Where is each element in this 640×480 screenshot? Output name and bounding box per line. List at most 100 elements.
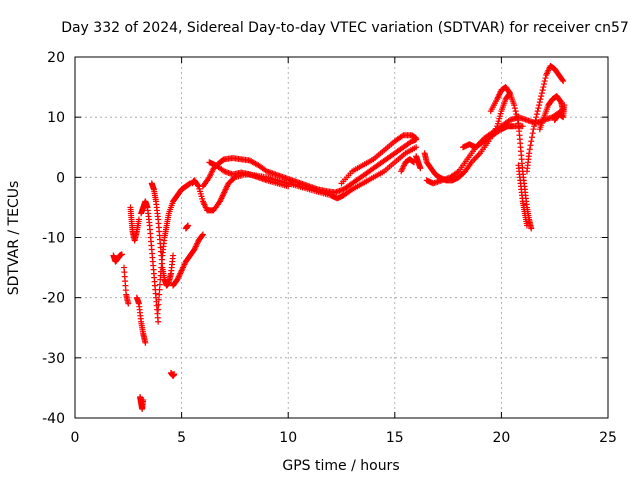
data-point [199, 231, 206, 238]
data-point [531, 120, 538, 127]
data-point [532, 117, 539, 124]
data-point [540, 84, 547, 91]
data-point [523, 222, 530, 229]
data-point [413, 144, 420, 151]
y-tick-label: 0 [56, 170, 65, 186]
series-arc-k [182, 222, 191, 232]
data-point [140, 396, 147, 403]
data-point [506, 89, 513, 96]
data-point [561, 102, 568, 109]
data-point [155, 296, 162, 303]
data-point [528, 134, 535, 141]
data-point [142, 339, 149, 346]
series-arc-v [515, 162, 530, 229]
data-point [514, 117, 521, 124]
x-tick-label: 0 [71, 430, 80, 446]
data-point [155, 318, 162, 325]
data-point [530, 126, 537, 133]
data-point [541, 78, 548, 85]
data-point [533, 114, 540, 121]
data-points [110, 63, 568, 412]
data-point [529, 130, 536, 137]
series-arc-e [137, 393, 147, 412]
data-point [156, 286, 163, 293]
series-arc-o [338, 132, 420, 187]
data-point [526, 150, 533, 157]
series-arc-y [551, 102, 568, 124]
y-tick-label: -10 [42, 231, 65, 247]
data-point [511, 102, 518, 109]
y-axis-label: SDTVAR / TECUs [6, 181, 22, 296]
series-arc-j [170, 231, 206, 289]
data-point [542, 75, 549, 82]
data-point [541, 81, 548, 88]
data-point [171, 371, 178, 378]
series-arc-h [155, 180, 194, 313]
data-point [184, 222, 191, 229]
data-point [538, 90, 545, 97]
data-point [413, 135, 420, 142]
series-arc-c [127, 204, 142, 244]
y-tick-label: 10 [47, 110, 65, 126]
y-tick-label: -30 [42, 351, 65, 367]
data-point [539, 87, 546, 94]
x-tick-label: 15 [386, 430, 404, 446]
y-tick-label: -40 [42, 411, 65, 427]
y-tick-label: 20 [47, 50, 65, 66]
data-point [512, 108, 519, 115]
data-point [528, 225, 535, 232]
x-axis-label: GPS time / hours [282, 458, 399, 474]
data-point [560, 78, 567, 85]
y-tick-labels: -40 -30 -20 -10 0 10 20 [42, 50, 65, 427]
data-point [194, 182, 201, 189]
data-point [155, 306, 162, 313]
data-point [155, 301, 162, 308]
y-tick-label: -20 [42, 291, 65, 307]
data-point [156, 281, 163, 288]
series-arc-n [206, 159, 292, 190]
data-point [531, 123, 538, 130]
data-point [536, 99, 543, 106]
data-point [135, 216, 142, 223]
series-arc-d [133, 294, 149, 346]
data-point [199, 232, 206, 239]
chart-title: Day 332 of 2024, Sidereal Day-to-day VTE… [61, 20, 629, 36]
data-point [417, 165, 424, 172]
series-arc-p [398, 156, 417, 175]
series-arc-q [413, 153, 424, 172]
data-point [559, 77, 566, 84]
grid-lines [75, 57, 608, 418]
x-tick-labels: 0 5 10 15 20 25 [71, 430, 617, 446]
data-point [125, 300, 132, 307]
data-point [511, 105, 518, 112]
x-tick-label: 5 [177, 430, 186, 446]
series-arc-t [460, 123, 526, 151]
data-point [285, 183, 292, 190]
data-point [536, 102, 543, 109]
data-point [528, 138, 535, 145]
data-point [118, 251, 125, 258]
data-point [526, 146, 533, 153]
x-tick-label: 10 [279, 430, 297, 446]
data-point [538, 93, 545, 100]
axis-ticks [74, 56, 609, 419]
data-point [535, 105, 542, 112]
series-arc-w [523, 63, 567, 175]
data-point [513, 111, 520, 118]
data-point [170, 252, 177, 259]
data-point [537, 96, 544, 103]
data-point [533, 111, 540, 118]
x-tick-label: 20 [492, 430, 510, 446]
series-arc-u [487, 84, 535, 232]
data-point [156, 291, 163, 298]
x-tick-label: 25 [599, 430, 617, 446]
series-arc-b [121, 264, 132, 307]
data-point [519, 123, 526, 130]
data-point [534, 108, 541, 115]
series-arc-r [421, 90, 513, 184]
series-arc-i [167, 369, 178, 379]
data-point [514, 114, 521, 121]
data-point [527, 142, 534, 149]
